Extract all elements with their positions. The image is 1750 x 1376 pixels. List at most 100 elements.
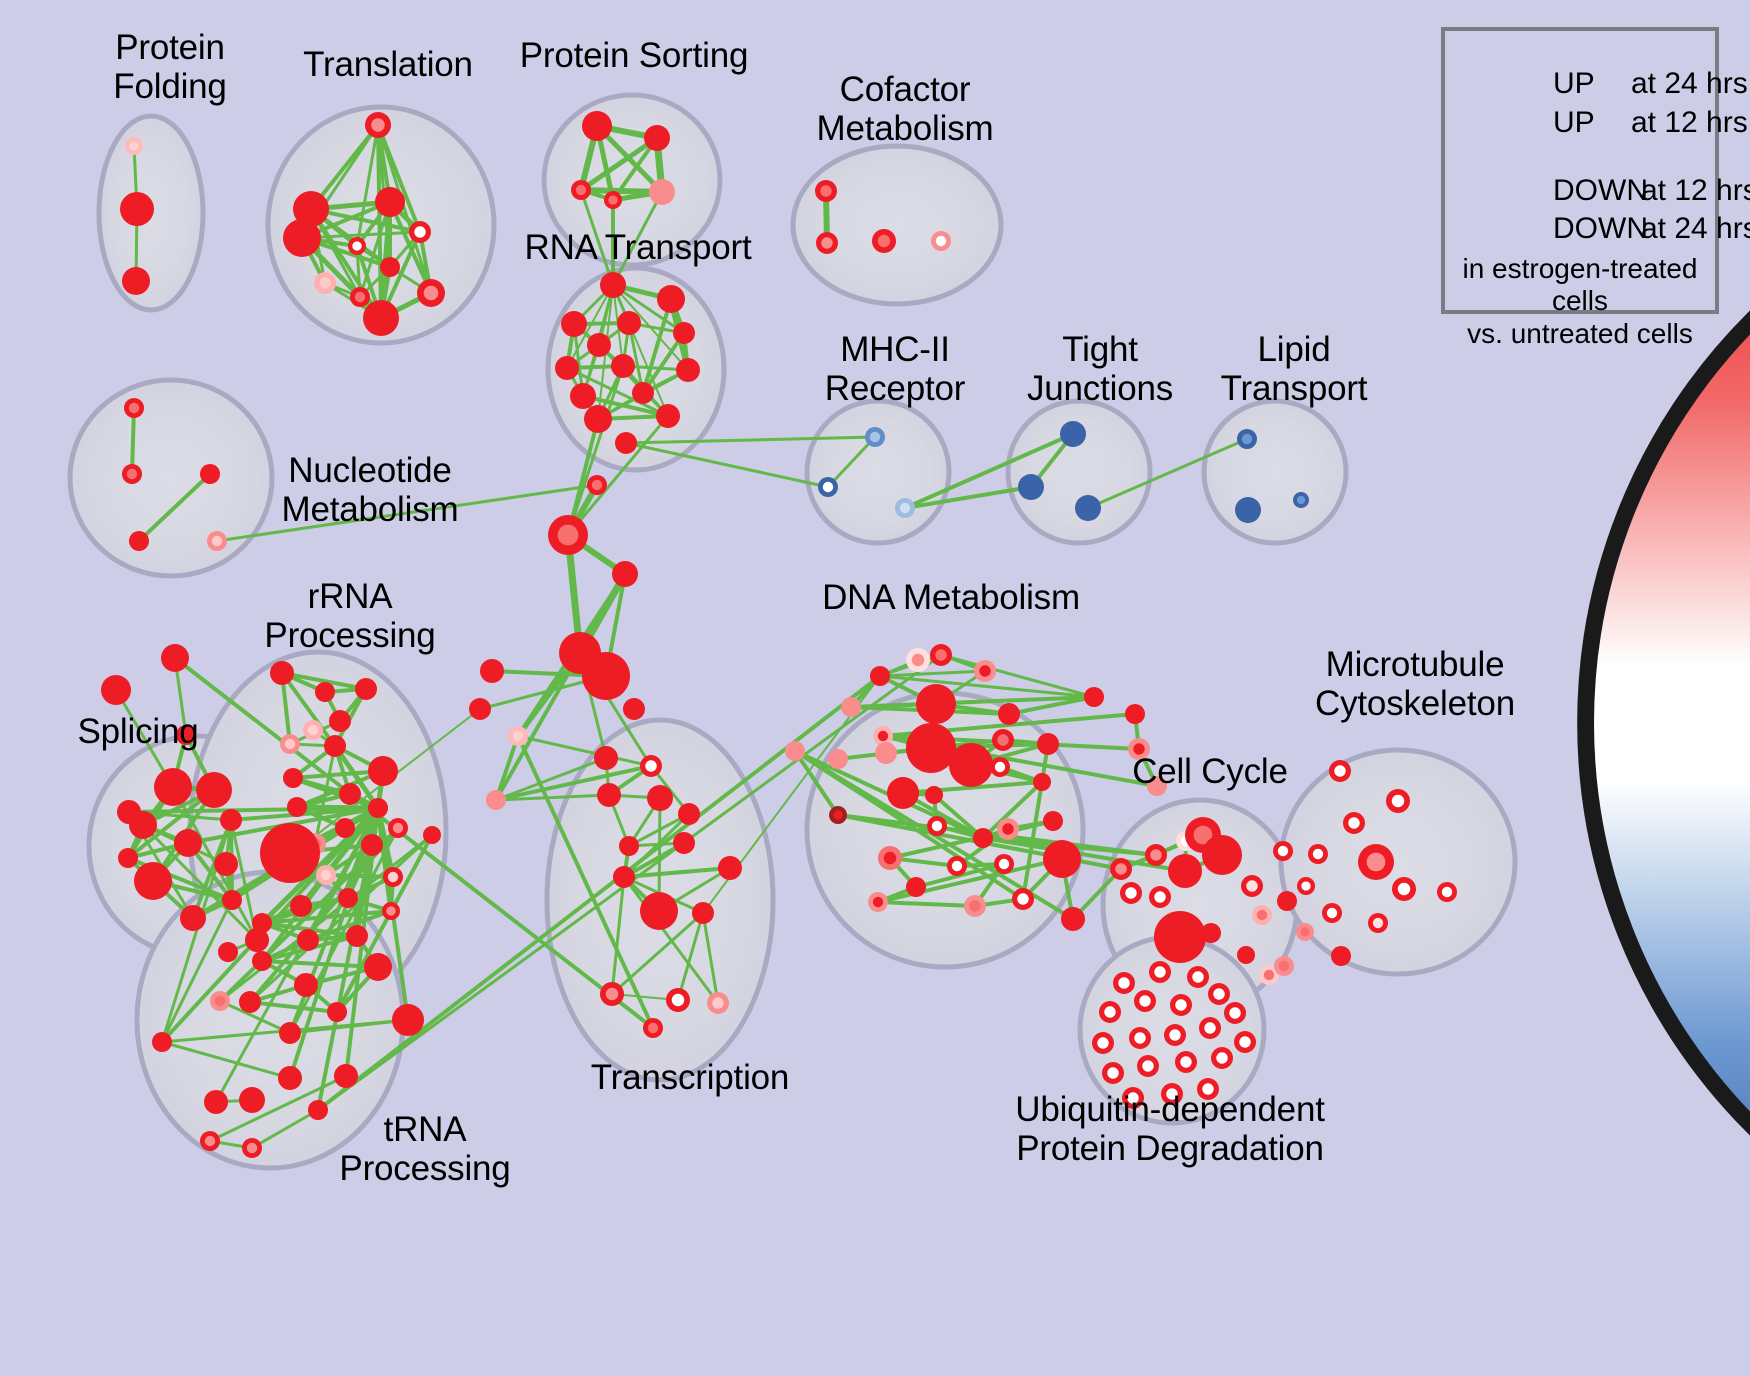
network-node[interactable] [612, 561, 638, 587]
network-node[interactable] [949, 743, 993, 787]
network-node[interactable] [1129, 1027, 1151, 1049]
network-node[interactable] [152, 1032, 172, 1052]
network-node[interactable] [1187, 966, 1209, 988]
network-node[interactable] [314, 272, 336, 294]
network-node[interactable] [1235, 497, 1261, 523]
network-node[interactable] [1437, 882, 1457, 902]
network-node[interactable] [1224, 1002, 1246, 1024]
network-node[interactable] [600, 982, 624, 1006]
network-node[interactable] [1075, 495, 1101, 521]
network-node[interactable] [1274, 956, 1294, 976]
network-node[interactable] [906, 723, 956, 773]
network-node[interactable] [785, 741, 805, 761]
network-node[interactable] [122, 464, 142, 484]
network-node[interactable] [118, 848, 138, 868]
network-node[interactable] [308, 1100, 328, 1120]
network-node[interactable] [364, 953, 392, 981]
network-node[interactable] [409, 221, 431, 243]
network-node[interactable] [829, 806, 847, 824]
network-node[interactable] [315, 682, 335, 702]
network-node[interactable] [707, 992, 729, 1014]
network-node[interactable] [388, 818, 408, 838]
network-node[interactable] [214, 852, 238, 876]
network-node[interactable] [1161, 1083, 1183, 1105]
network-node[interactable] [1273, 841, 1293, 861]
network-node[interactable] [1122, 1087, 1144, 1109]
network-node[interactable] [270, 661, 294, 685]
network-node[interactable] [1197, 1078, 1219, 1100]
network-node[interactable] [196, 772, 232, 808]
network-node[interactable] [930, 644, 952, 666]
network-node[interactable] [210, 991, 230, 1011]
network-node[interactable] [873, 726, 893, 746]
network-node[interactable] [1154, 911, 1206, 963]
network-node[interactable] [200, 1131, 220, 1151]
network-node[interactable] [1386, 789, 1410, 813]
network-node[interactable] [239, 1087, 265, 1113]
network-node[interactable] [1259, 965, 1279, 985]
network-node[interactable] [994, 854, 1014, 874]
network-node[interactable] [656, 404, 680, 428]
network-node[interactable] [1060, 421, 1086, 447]
network-node[interactable] [1277, 891, 1297, 911]
network-node[interactable] [1113, 972, 1135, 994]
network-node[interactable] [815, 180, 837, 202]
network-node[interactable] [290, 895, 312, 917]
network-node[interactable] [383, 867, 403, 887]
network-node[interactable] [368, 798, 388, 818]
network-node[interactable] [841, 697, 861, 717]
network-node[interactable] [324, 735, 346, 757]
network-node[interactable] [101, 675, 131, 705]
network-node[interactable] [1296, 923, 1314, 941]
network-node[interactable] [990, 757, 1010, 777]
network-node[interactable] [973, 828, 993, 848]
network-node[interactable] [375, 187, 405, 217]
network-node[interactable] [673, 832, 695, 854]
network-node[interactable] [480, 659, 504, 683]
network-node[interactable] [338, 888, 358, 908]
network-node[interactable] [916, 684, 956, 724]
network-node[interactable] [643, 1018, 663, 1038]
network-node[interactable] [571, 180, 591, 200]
network-node[interactable] [964, 895, 986, 917]
network-node[interactable] [180, 905, 206, 931]
network-node[interactable] [283, 219, 321, 257]
network-node[interactable] [1234, 1031, 1256, 1053]
network-node[interactable] [582, 652, 630, 700]
network-node[interactable] [1137, 1055, 1159, 1077]
network-node[interactable] [283, 768, 303, 788]
network-node[interactable] [161, 644, 189, 672]
network-node[interactable] [423, 826, 441, 844]
network-node[interactable] [1331, 946, 1351, 966]
network-node[interactable] [1241, 875, 1263, 897]
network-node[interactable] [252, 913, 272, 933]
network-node[interactable] [1392, 877, 1416, 901]
network-node[interactable] [1252, 905, 1272, 925]
network-node[interactable] [868, 892, 888, 912]
network-node[interactable] [365, 112, 391, 138]
network-node[interactable] [382, 902, 400, 920]
network-node[interactable] [1149, 961, 1171, 983]
network-node[interactable] [368, 756, 398, 786]
network-node[interactable] [1102, 1062, 1124, 1084]
network-node[interactable] [1202, 835, 1242, 875]
network-node[interactable] [613, 866, 635, 888]
network-node[interactable] [818, 477, 838, 497]
network-node[interactable] [1237, 429, 1257, 449]
network-node[interactable] [692, 902, 714, 924]
network-node[interactable] [176, 725, 196, 745]
network-node[interactable] [1199, 1017, 1221, 1039]
network-node[interactable] [1164, 1024, 1186, 1046]
network-node[interactable] [279, 1022, 301, 1044]
network-node[interactable] [280, 734, 300, 754]
network-node[interactable] [584, 405, 612, 433]
network-node[interactable] [207, 531, 227, 551]
network-node[interactable] [339, 783, 361, 805]
network-node[interactable] [242, 1138, 262, 1158]
network-node[interactable] [555, 356, 579, 380]
network-node[interactable] [992, 729, 1014, 751]
network-node[interactable] [1237, 946, 1255, 964]
network-node[interactable] [895, 498, 915, 518]
network-node[interactable] [287, 797, 307, 817]
network-node[interactable] [508, 726, 528, 746]
